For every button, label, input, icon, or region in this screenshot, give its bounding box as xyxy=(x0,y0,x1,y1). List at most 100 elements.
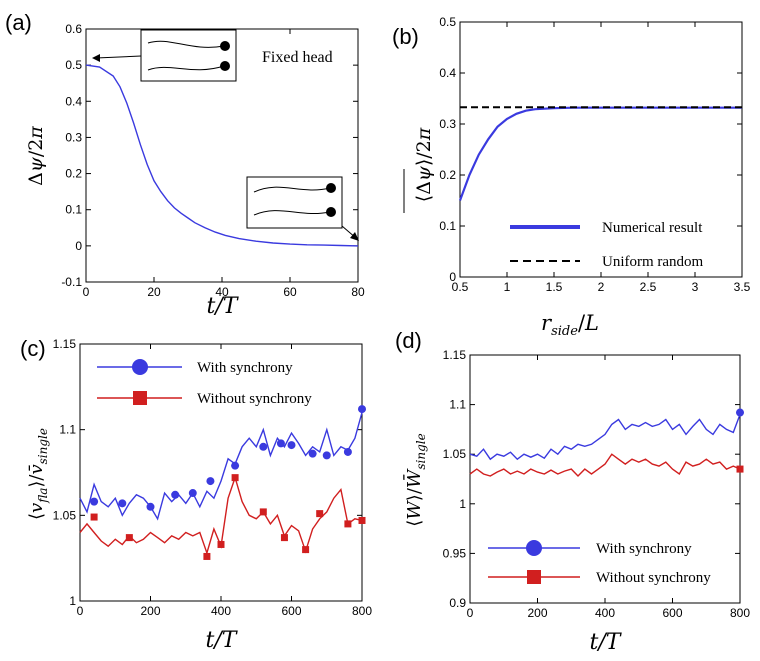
data-point-circle xyxy=(308,449,317,458)
x-tick-label: 60 xyxy=(283,285,297,299)
y-tick-label: 0.5 xyxy=(439,15,456,29)
data-point-circle xyxy=(146,502,155,511)
data-point-square xyxy=(259,508,267,516)
y-tick-label: 0.95 xyxy=(443,546,467,560)
y-tick-label: 0.5 xyxy=(65,58,82,72)
panel-c-x-label: t/T xyxy=(206,628,239,653)
y-tick-label: 0.3 xyxy=(439,117,456,131)
panel-a-x-ticks: 0 20 40 60 80 xyxy=(83,29,365,299)
series-line-solid xyxy=(85,64,359,247)
data-point-square xyxy=(302,546,310,554)
y-tick-label: 0.6 xyxy=(65,22,82,36)
panel-b-frame xyxy=(459,21,743,278)
series-line-solid xyxy=(458,106,742,201)
y-tick-label: 0.4 xyxy=(439,66,456,80)
inset-filament-icon xyxy=(253,210,331,216)
x-tick-label: 80 xyxy=(351,285,365,299)
y-tick-label: 1.15 xyxy=(53,337,77,351)
panel-c-y-label: ⟨vfla⟩/v̄single xyxy=(26,428,50,520)
panel-c-y-ticks: 1 1.05 1.1 1.15 xyxy=(53,337,362,608)
y-tick-label: 0.2 xyxy=(439,168,456,182)
panel-b-label: (b) xyxy=(392,24,419,49)
panel-c-lines xyxy=(79,405,366,560)
y-tick-label: -0.1 xyxy=(61,275,82,289)
y-tick-label: 0.4 xyxy=(65,94,82,108)
inset-pointer-arrow xyxy=(95,55,142,59)
panel-d-x-ticks: 0 200 400 600 800 xyxy=(467,355,750,620)
x-tick-label: 1 xyxy=(504,280,511,294)
x-tick-label: 0.5 xyxy=(452,280,469,294)
x-tick-label: 0 xyxy=(83,285,90,299)
head-inset-top xyxy=(140,29,237,82)
x-tick-label: 0 xyxy=(77,604,84,618)
legend-label-uniform: Uniform random xyxy=(602,254,704,270)
filament-head-icon xyxy=(326,183,336,193)
panel-c-frame xyxy=(79,343,363,602)
panel-d-lines xyxy=(469,408,744,478)
panel-d: (d) 0 200 400 600 800 0.9 0.95 1 1.05 1.1 1.15 Wi… xyxy=(395,328,750,655)
data-point-circle xyxy=(343,447,352,456)
x-tick-label: 2.5 xyxy=(640,280,657,294)
panel-b-x-ticks: 0.5 1 1.5 2 2.5 3 3.5 xyxy=(452,22,751,294)
data-point-square xyxy=(358,516,366,524)
series-line-square xyxy=(469,453,741,478)
x-tick-label: 400 xyxy=(595,606,615,620)
panel-c-x-ticks: 0 200 400 600 800 xyxy=(77,344,372,618)
y-tick-label: 1 xyxy=(69,594,76,608)
x-tick-label: 600 xyxy=(281,604,301,618)
data-point-circle xyxy=(206,477,215,486)
y-tick-label: 1.1 xyxy=(449,398,466,412)
inset-filament-icon xyxy=(253,186,331,193)
x-tick-label: 200 xyxy=(140,604,160,618)
legend-label-without-sync: Without synchrony xyxy=(596,570,711,586)
panel-a: (a) 0 20 40 60 80 -0.100.10.20.30.40.50.6 Fi… xyxy=(5,10,365,319)
panel-a-lines xyxy=(85,64,359,247)
inset-filament-icon xyxy=(147,40,225,48)
data-point-square xyxy=(316,510,324,518)
data-point-square xyxy=(203,552,211,560)
panel-d-label: (d) xyxy=(395,328,422,353)
head-inset-bottom xyxy=(246,176,343,229)
panel-d-y-label: ⟨W⟩/W̄single xyxy=(402,433,428,527)
x-tick-label: 800 xyxy=(352,604,372,618)
panel-b: (b) 0.5 1 1.5 2 2.5 3 3.5 0 0.1 0.2 0.3 0.4 0.5 Num… xyxy=(392,15,751,339)
y-tick-label: 0.9 xyxy=(449,596,466,610)
legend-label-numerical: Numerical result xyxy=(602,220,703,236)
panel-a-x-label: t/T xyxy=(207,294,240,319)
arrowhead-icon xyxy=(350,232,359,241)
legend-label-without-sync: Without synchrony xyxy=(197,391,312,407)
y-tick-label: 1.15 xyxy=(443,348,467,362)
panel-d-x-label: t/T xyxy=(590,630,623,655)
data-point-circle xyxy=(736,408,744,417)
x-tick-label: 3 xyxy=(692,280,699,294)
data-point-square xyxy=(231,474,239,482)
y-tick-label: 0.1 xyxy=(65,203,82,217)
y-tick-label: 0 xyxy=(449,270,456,284)
panel-d-frame xyxy=(469,354,741,604)
y-tick-label: 1.1 xyxy=(59,423,76,437)
data-point-circle xyxy=(358,405,366,414)
panel-a-label: (a) xyxy=(5,10,32,35)
legend-label-with-sync: With synchrony xyxy=(596,541,692,557)
x-tick-label: 2 xyxy=(598,280,605,294)
panel-b-lines xyxy=(458,106,742,201)
data-point-circle xyxy=(322,451,331,460)
legend-marker-square xyxy=(133,391,147,405)
panel-c-label: (c) xyxy=(20,336,46,361)
panel-c: (c) 0 200 400 600 800 1 1.05 1.1 1.15 With sync… xyxy=(20,336,372,653)
x-tick-label: 800 xyxy=(730,606,750,620)
y-tick-label: 0.3 xyxy=(65,130,82,144)
panel-b-y-label: ⟨Δψ⟩/2π xyxy=(403,127,435,213)
data-point-square xyxy=(344,520,352,528)
data-point-square xyxy=(280,534,288,542)
svg-text:⟨Δψ⟩/2π: ⟨Δψ⟩/2π xyxy=(413,127,435,202)
x-tick-label: 3.5 xyxy=(734,280,751,294)
filament-head-icon xyxy=(220,41,230,51)
inset-box-bottom xyxy=(246,176,343,229)
y-tick-label: 0.2 xyxy=(65,167,82,181)
x-tick-label: 20 xyxy=(147,285,161,299)
data-point-circle xyxy=(259,442,268,451)
panel-b-y-ticks: 0 0.1 0.2 0.3 0.4 0.5 xyxy=(439,15,742,284)
data-point-circle xyxy=(118,499,127,508)
